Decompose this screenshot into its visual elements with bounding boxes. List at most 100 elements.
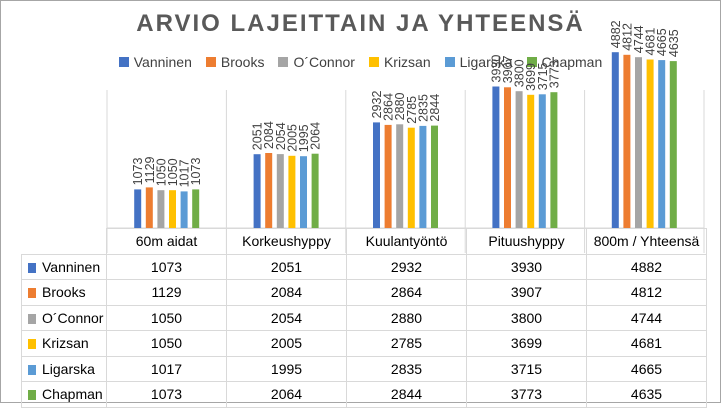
legend-item: Krizsan (368, 54, 431, 70)
legend-item: Ligarska (444, 54, 513, 70)
table-cell: 2054 (226, 304, 347, 331)
legend-swatch (444, 57, 455, 67)
table-cell: 1129 (106, 279, 227, 306)
legend-label: Ligarska (459, 54, 513, 70)
table-cell: 1050 (106, 330, 227, 357)
table-row: O´Connor 1050 2054 2880 3800 4744 (21, 304, 707, 331)
bar (504, 87, 511, 228)
data-label: 4744 (632, 25, 646, 53)
legend-item: Brooks (205, 54, 265, 70)
bar (515, 91, 523, 228)
data-label: 4681 (644, 28, 658, 56)
table-row: Chapman 1073 2064 2844 3773 4635 (21, 381, 707, 408)
legend-key-swatch (28, 390, 36, 401)
table-cell: 4635 (586, 381, 707, 408)
table-cell: 2084 (226, 279, 347, 306)
table-cell: 2785 (346, 330, 467, 357)
table-corner (21, 228, 107, 255)
series-name: Ligarska (42, 360, 95, 377)
category-label: 60m aidat (106, 228, 227, 255)
table-row: Krizsan 1050 2005 2785 3699 4681 (21, 330, 707, 357)
category-label: Korkeushyppy (226, 228, 347, 255)
category-label: 800m / Yhteensä (586, 228, 707, 255)
series-cell: O´Connor (21, 304, 107, 331)
legend-item: Chapman (526, 54, 603, 70)
category-label: Kuulantyöntö (346, 228, 467, 255)
data-label: 3930 (489, 55, 503, 83)
table-cell: 2844 (346, 381, 467, 408)
table-header-row: 60m aidat Korkeushyppy Kuulantyöntö Pituush… (21, 228, 707, 255)
legend-key-swatch (28, 339, 36, 350)
series-cell: Vanninen (21, 253, 107, 280)
table-cell: 4665 (586, 355, 707, 382)
data-table: 60m aidat Korkeushyppy Kuulantyöntö Pituush… (21, 228, 707, 408)
table-cell: 1050 (106, 304, 227, 331)
series-cell: Brooks (21, 279, 107, 306)
table-cell: 1995 (226, 355, 347, 382)
bar (276, 154, 284, 228)
data-label: 4635 (667, 29, 681, 57)
data-label: 2844 (428, 94, 442, 122)
series-name: Krizsan (42, 335, 89, 352)
series-name: Chapman (42, 386, 103, 403)
bar (157, 190, 165, 228)
table-row: Ligarska 1017 1995 2835 3715 4665 (21, 355, 707, 382)
data-label: 2932 (370, 91, 384, 119)
table-cell: 2864 (346, 279, 467, 306)
legend-item: Vanninen (118, 54, 192, 70)
bar (635, 57, 642, 229)
series-cell: Ligarska (21, 355, 107, 382)
bar (373, 122, 380, 228)
table-cell: 2932 (346, 253, 467, 280)
bar (419, 125, 427, 228)
data-label: 2051 (251, 122, 265, 150)
data-label: 2835 (416, 94, 430, 122)
bar (396, 124, 404, 228)
data-label: 2880 (393, 92, 407, 120)
table-cell: 3907 (466, 279, 587, 306)
bar (538, 94, 546, 228)
bar (134, 189, 142, 228)
legend: Vanninen Brooks O´Connor Krizsan Ligarska Cha… (0, 54, 721, 70)
data-label: 2005 (285, 124, 299, 152)
table-cell: 2051 (226, 253, 347, 280)
data-label: 2864 (382, 93, 396, 121)
data-label: 3800 (513, 59, 527, 87)
data-label: 2054 (274, 122, 288, 150)
series-name: O´Connor (42, 309, 104, 326)
data-label: 1129 (143, 156, 157, 183)
bar (431, 125, 438, 228)
table-cell: 2880 (346, 304, 467, 331)
bar (658, 60, 666, 228)
bar (527, 94, 535, 228)
data-label: 2084 (262, 121, 276, 149)
data-label: 1073 (189, 158, 203, 186)
bar (253, 154, 261, 228)
table-row: Brooks 1129 2084 2864 3907 4812 (21, 279, 707, 306)
data-label: 4812 (620, 23, 634, 51)
bar (623, 54, 631, 228)
data-label: 4882 (609, 20, 623, 48)
chart-title: ARVIO LAJEITTAIN JA YHTEENSÄ (136, 10, 585, 37)
table-row: Vanninen 1073 2051 2932 3930 4882 (21, 253, 707, 280)
legend-key-swatch (28, 288, 36, 299)
data-label: 1017 (178, 160, 192, 188)
data-label: 1073 (131, 158, 145, 186)
series-name: Brooks (42, 284, 86, 301)
legend-label: O´Connor (293, 54, 355, 70)
table-cell: 3930 (466, 253, 587, 280)
table-cell: 3699 (466, 330, 587, 357)
bar (492, 86, 500, 228)
legend-label: Chapman (541, 54, 603, 70)
legend-label: Brooks (220, 54, 265, 70)
data-label: 3773 (547, 60, 561, 88)
table-cell: 2064 (226, 381, 347, 408)
table-cell: 4744 (586, 304, 707, 331)
data-label: 2785 (405, 96, 419, 124)
table-cell: 1073 (106, 253, 227, 280)
data-label: 3715 (536, 62, 550, 90)
bar (288, 155, 296, 228)
table-cell: 2005 (226, 330, 347, 357)
table-cell: 4882 (586, 253, 707, 280)
